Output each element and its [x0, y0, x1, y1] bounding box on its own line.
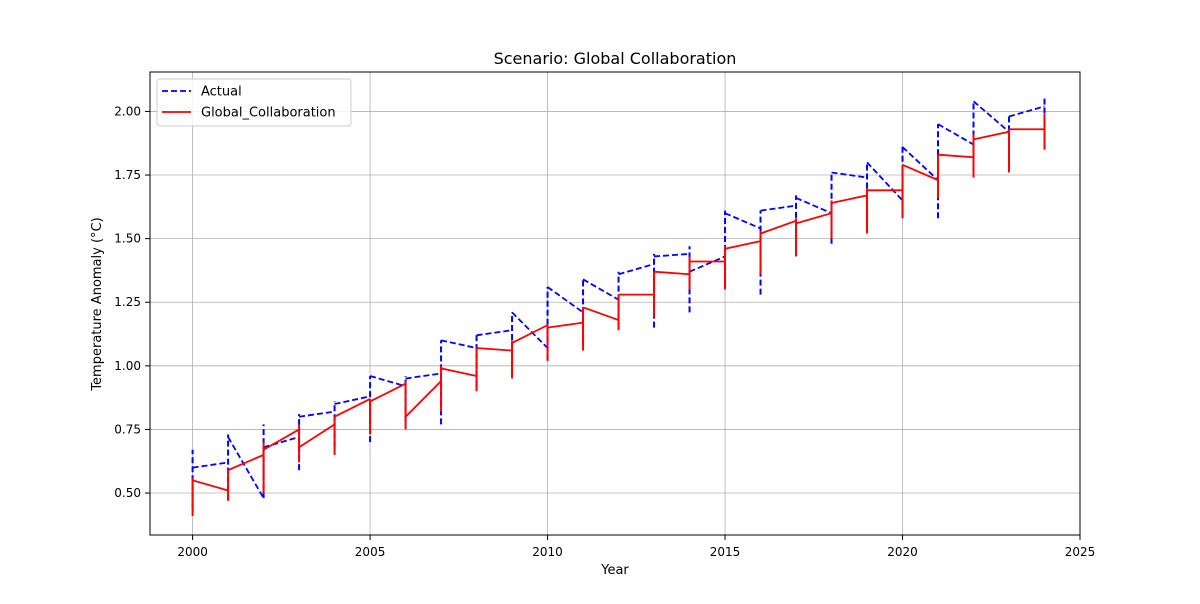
- series-segment: [227, 454, 264, 471]
- series-segment: [263, 436, 300, 449]
- x-tick-label: 2010: [532, 545, 563, 559]
- series-segment: [547, 286, 584, 314]
- series-segment: [369, 375, 406, 388]
- series-segment: [795, 212, 832, 225]
- legend-label: Actual: [201, 85, 242, 100]
- series-segment: [298, 423, 336, 448]
- y-tick-label: 2.00: [114, 104, 141, 118]
- series-segment: [1008, 105, 1045, 118]
- series-segment: [298, 410, 335, 418]
- series-segment: [831, 171, 868, 179]
- series-layer: [191, 96, 1046, 516]
- y-tick-label: 1.75: [114, 168, 141, 182]
- series-segment: [547, 321, 584, 329]
- series-segment: [760, 204, 797, 212]
- series-segment: [369, 382, 406, 403]
- series-segment: [937, 123, 974, 146]
- series-segment: [582, 306, 619, 321]
- series-segment: [902, 164, 939, 181]
- x-axis-label: Year: [600, 563, 629, 578]
- series-segment: [227, 436, 265, 499]
- series-segment: [972, 100, 1010, 133]
- series-segment: [866, 161, 904, 202]
- plot-frame: [149, 71, 1081, 536]
- y-tick-label: 1.00: [114, 359, 141, 373]
- series-segment: [192, 479, 229, 492]
- legend: Actual Global_Collaboration: [156, 78, 352, 127]
- legend-box: [156, 78, 352, 127]
- series-segment: [689, 255, 726, 273]
- x-tick-label: 2015: [710, 545, 741, 559]
- x-tick-label: 2020: [887, 545, 918, 559]
- legend-label: Global_Collaboration: [201, 106, 336, 121]
- series-segment: [334, 398, 371, 418]
- x-tick-label: 2005: [355, 545, 386, 559]
- series-segment: [511, 324, 548, 344]
- series-segment: [760, 219, 797, 235]
- y-axis-label: Temperature Anomaly (°C): [90, 217, 105, 391]
- series-segment: [795, 197, 832, 215]
- series-segment: [724, 240, 761, 250]
- series-segment: [263, 428, 300, 451]
- series-segment: [618, 263, 655, 276]
- series-global-collaboration: [191, 113, 1046, 516]
- series-segment: [937, 153, 974, 159]
- y-tick-label: 1.25: [114, 295, 141, 309]
- axes: 2000 2005 2010 2015 2020 2025 0.50 0.75 1.00 1.25…: [114, 71, 1096, 559]
- series-segment: [653, 270, 690, 276]
- series-segment: [973, 130, 1010, 141]
- series-segment: [440, 339, 477, 349]
- grid-lines: [150, 72, 1081, 535]
- series-segment: [192, 461, 229, 469]
- series-segment: [724, 212, 761, 230]
- series-segment: [440, 367, 477, 377]
- x-tick-label: 2025: [1065, 545, 1096, 559]
- series-segment: [405, 372, 442, 380]
- series-segment: [582, 278, 619, 301]
- chart-title: Scenario: Global Collaboration: [494, 49, 737, 68]
- series-segment: [476, 329, 513, 337]
- y-tick-label: 0.75: [114, 422, 141, 436]
- series-segment: [653, 252, 690, 258]
- series-segment: [511, 311, 549, 349]
- series-segment: [476, 347, 513, 352]
- y-tick-label: 0.50: [114, 486, 141, 500]
- y-tick-label: 1.50: [114, 232, 141, 246]
- x-tick-label: 2000: [177, 545, 208, 559]
- series-segment: [831, 194, 868, 204]
- series-segment: [901, 146, 939, 181]
- series-segment: [334, 395, 371, 405]
- series-segment: [404, 380, 442, 418]
